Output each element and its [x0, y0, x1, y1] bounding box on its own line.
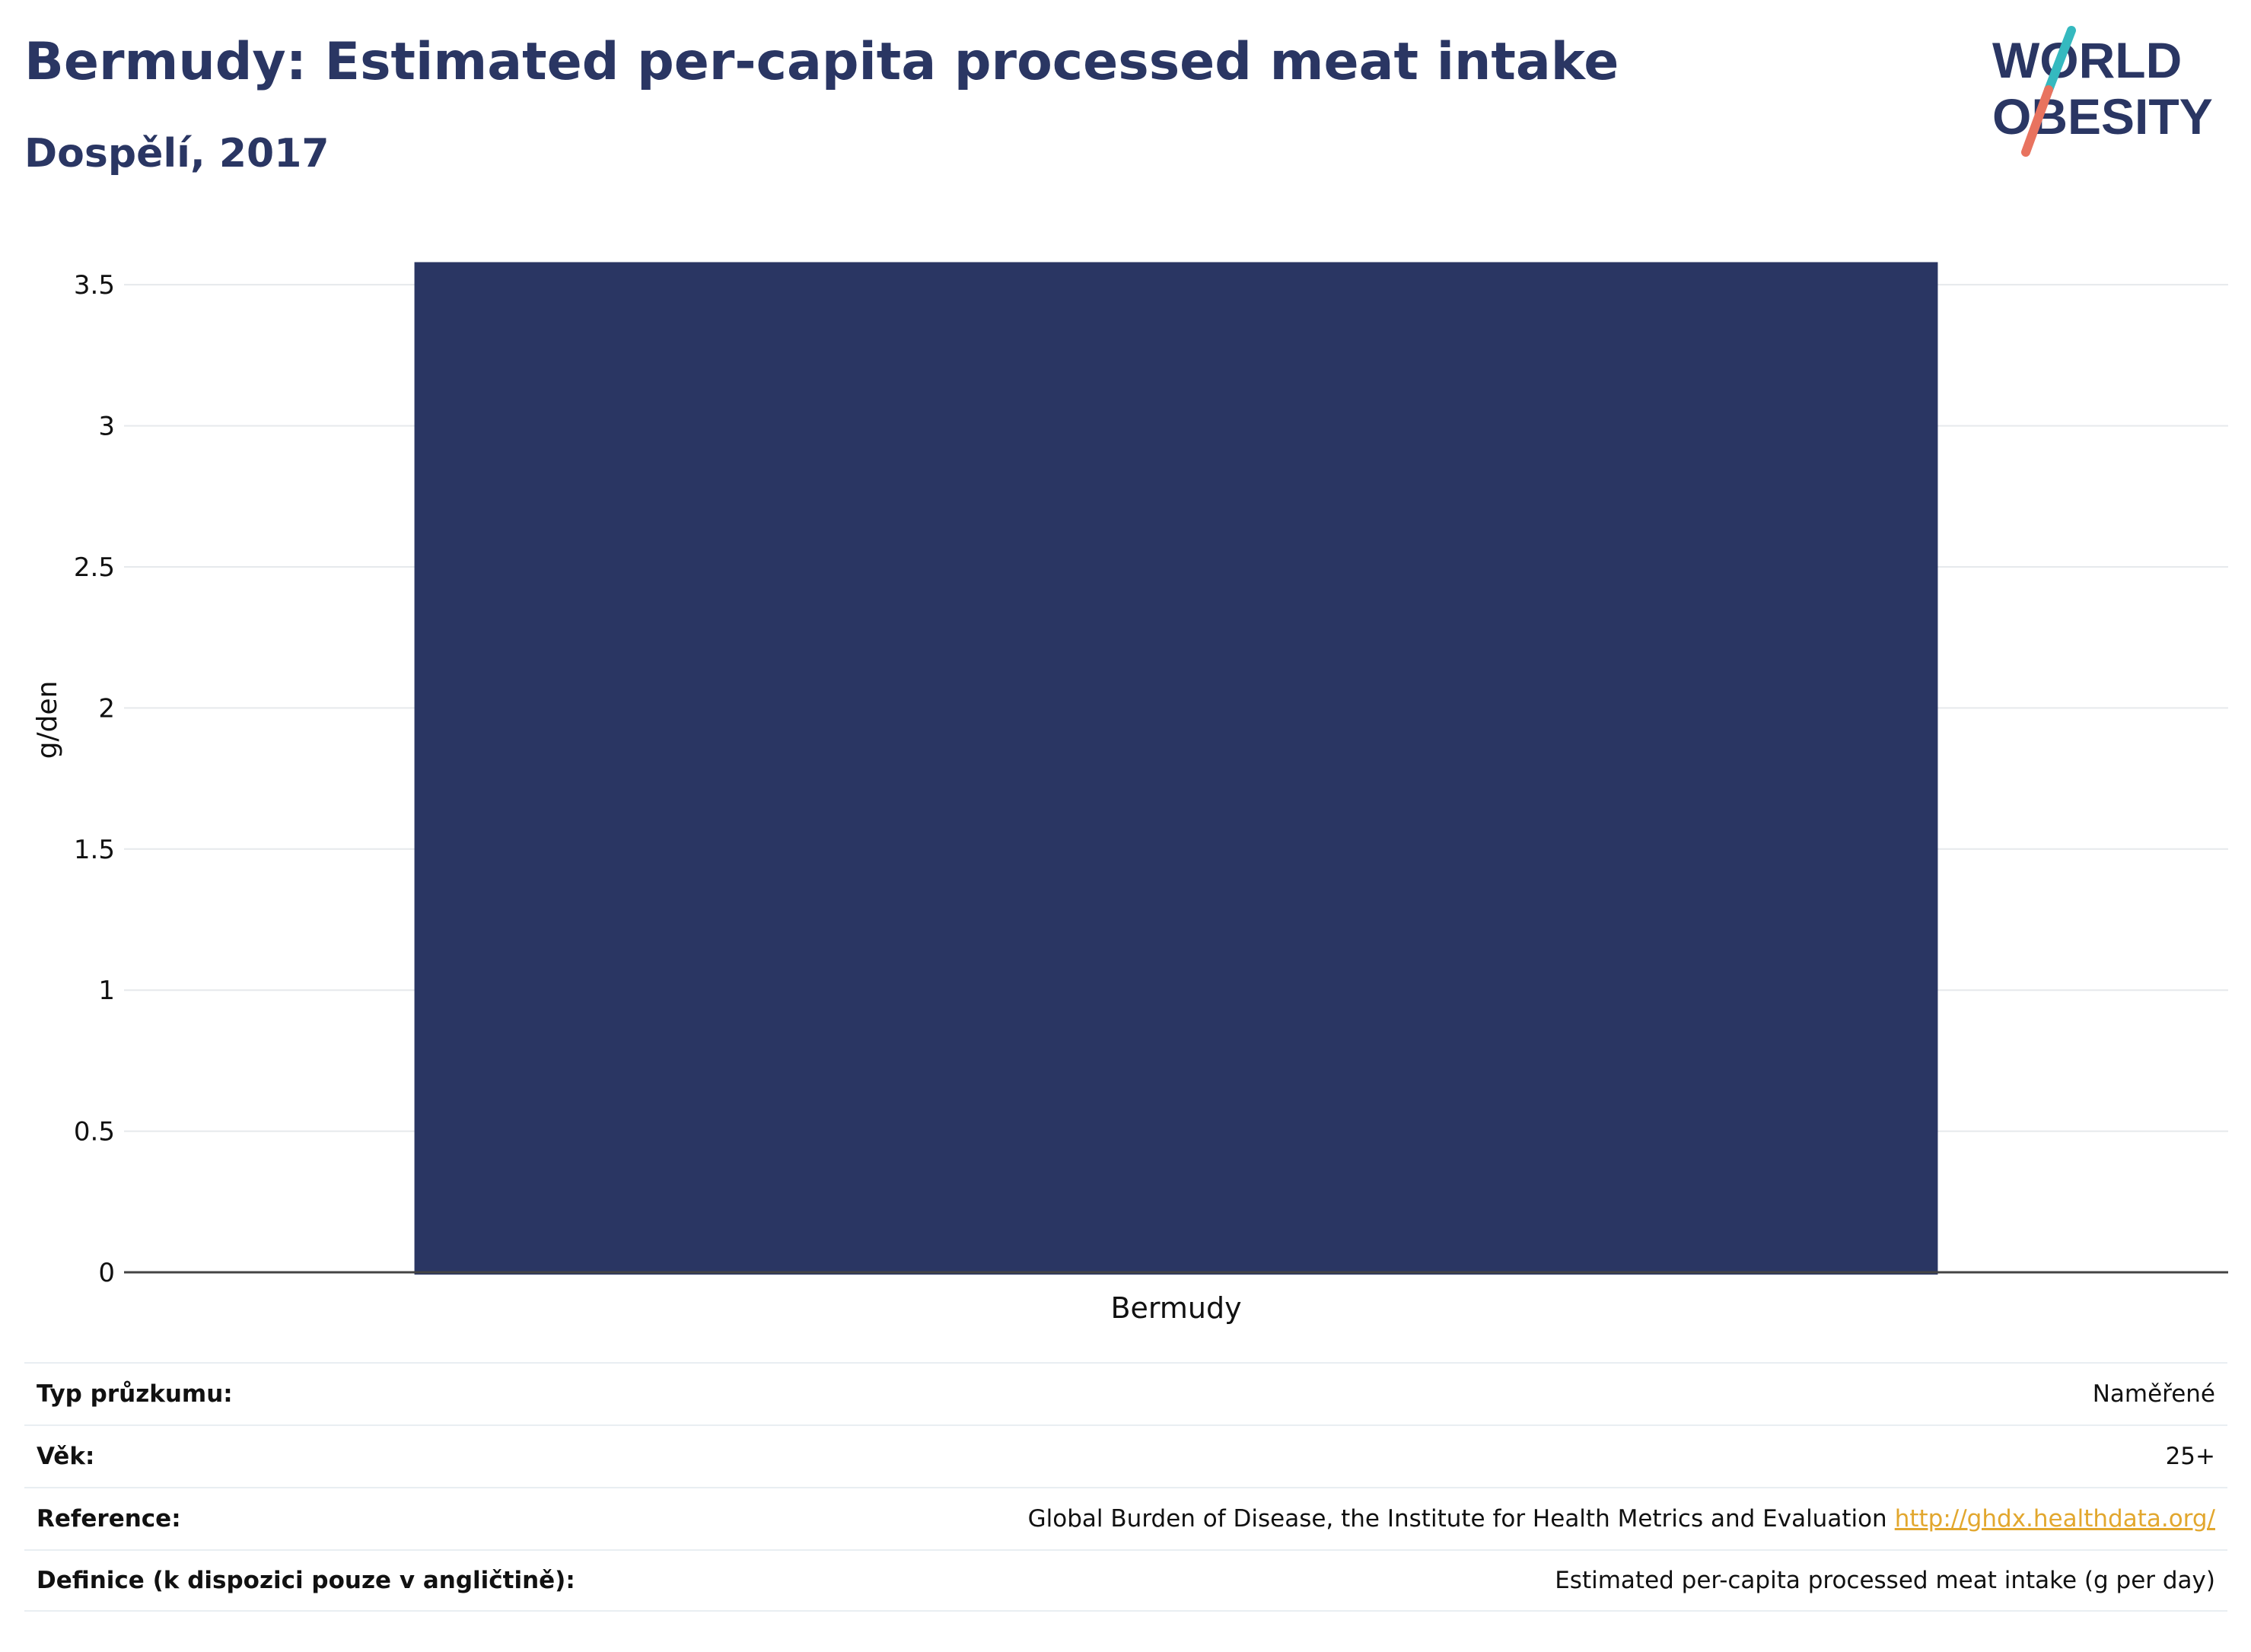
meta-value: 25+	[2165, 1443, 2215, 1470]
meta-value-reference: Global Burden of Disease, the Institute …	[1028, 1505, 2215, 1533]
logo-line1: WORLD	[1992, 32, 2182, 88]
reference-link[interactable]: http://ghdx.healthdata.org/	[1894, 1505, 2215, 1533]
y-tick-label: 0	[98, 1258, 115, 1288]
meta-value: Naměřené	[2092, 1380, 2215, 1408]
meta-row-survey-type: Typ průzkumu: Naměřené	[24, 1362, 2227, 1424]
meta-label: Definice (k dispozici pouze v angličtině…	[37, 1567, 575, 1594]
y-tick-label: 2.5	[74, 552, 115, 583]
world-obesity-logo: WORLD OBESITY	[1992, 26, 2213, 157]
y-tick-label: 0.5	[74, 1117, 115, 1147]
meta-value: Estimated per-capita processed meat inta…	[1555, 1567, 2215, 1594]
meta-row-reference: Reference: Global Burden of Disease, the…	[24, 1487, 2227, 1549]
bar-chart: 0 0.5 1 1.5 2 2.5 3 3.5 Bermudy g/den	[32, 262, 2228, 1325]
logo-slash-top	[2044, 26, 2076, 94]
meta-row-definition: Definice (k dispozici pouze v angličtině…	[24, 1549, 2227, 1612]
meta-label: Reference:	[37, 1505, 181, 1533]
y-tick-label: 1	[98, 976, 115, 1006]
meta-row-age: Věk: 25+	[24, 1424, 2227, 1487]
y-tick-label: 2	[98, 693, 115, 724]
chart-subtitle: Dospělí, 2017	[24, 131, 330, 177]
chart-title: Bermudy: Estimated per-capita processed …	[24, 32, 1619, 92]
y-tick-label: 3	[98, 412, 115, 442]
y-tick-label: 1.5	[74, 835, 115, 865]
meta-label: Věk:	[37, 1443, 95, 1470]
x-axis-ticks: Bermudy	[1110, 1291, 1241, 1325]
y-axis-label: g/den	[32, 681, 63, 759]
y-axis-ticks: 0 0.5 1 1.5 2 2.5 3 3.5	[74, 270, 115, 1288]
reference-text: Global Burden of Disease, the Institute …	[1027, 1505, 1887, 1533]
bars	[414, 262, 1938, 1275]
bar-bermudy[interactable]	[414, 262, 1938, 1275]
logo-slash-bottom	[2021, 85, 2053, 157]
metadata-table: Typ průzkumu: Naměřené Věk: 25+ Referenc…	[24, 1362, 2227, 1612]
x-tick-label: Bermudy	[1110, 1291, 1241, 1325]
meta-label: Typ průzkumu:	[37, 1380, 233, 1408]
y-tick-label: 3.5	[74, 270, 115, 301]
